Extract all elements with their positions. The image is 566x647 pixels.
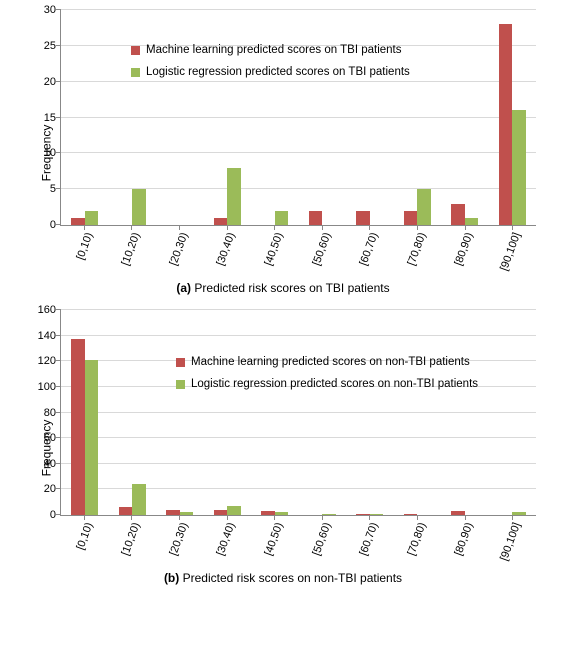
legend-item: Logistic regression predicted scores on …	[131, 62, 410, 84]
x-tick-label: [0,10)	[74, 231, 95, 262]
y-tick-label: 0	[26, 219, 56, 231]
x-tick-label: [70,80)	[405, 231, 428, 267]
bar	[214, 510, 227, 515]
bar	[465, 218, 478, 225]
y-tick-label: 60	[26, 432, 56, 444]
legend-label: Machine learning predicted scores on TBI…	[146, 40, 402, 62]
bar	[85, 211, 98, 225]
x-tick-label: [80,90)	[453, 521, 476, 557]
x-tick-label: [10,20)	[120, 521, 143, 557]
y-tick-label: 5	[26, 183, 56, 195]
x-tick-label: [60,70)	[358, 231, 381, 267]
x-tick-label: [0,10)	[74, 521, 95, 552]
bar	[132, 484, 145, 515]
chart-a-legend: Machine learning predicted scores on TBI…	[131, 40, 410, 84]
x-tick-label: [60,70)	[358, 521, 381, 557]
chart-a: Frequency 051015202530 Machine learning …	[10, 10, 556, 295]
x-tick-label: [40,50)	[262, 231, 285, 267]
legend-item: Logistic regression predicted scores on …	[176, 374, 478, 396]
x-tick-label: [90,100]	[499, 521, 524, 562]
bar	[417, 189, 430, 225]
x-tick-label: [50,60)	[310, 521, 333, 557]
bar	[370, 514, 383, 515]
chart-a-xlabels: [0,10) [10,20) [20,30) [30,40) [40,50) [50,60…	[60, 226, 536, 281]
chart-b-caption-text: Predicted risk scores on non-TBI patient…	[183, 571, 402, 585]
y-tick-label: 40	[26, 458, 56, 470]
bar	[356, 211, 369, 225]
y-tick-label: 20	[26, 76, 56, 88]
x-tick-label: [10,20)	[120, 231, 143, 267]
bar	[227, 506, 240, 515]
y-tick-label: 80	[26, 407, 56, 419]
bar	[322, 514, 335, 515]
bar	[71, 339, 84, 515]
y-tick-label: 10	[26, 147, 56, 159]
bar	[85, 360, 98, 515]
bar	[451, 511, 464, 515]
x-tick-label: [30,40)	[215, 521, 238, 557]
legend-label: Logistic regression predicted scores on …	[146, 62, 410, 84]
x-tick-label: [30,40)	[215, 231, 238, 267]
bar	[180, 512, 193, 515]
bar	[261, 511, 274, 515]
y-tick-label: 120	[26, 355, 56, 367]
bar	[166, 510, 179, 515]
chart-a-yticks: 051015202530	[26, 10, 56, 225]
y-tick-label: 160	[26, 304, 56, 316]
chart-b-caption: (b) Predicted risk scores on non-TBI pat…	[10, 571, 556, 585]
legend-item: Machine learning predicted scores on TBI…	[131, 40, 410, 62]
legend-label: Logistic regression predicted scores on …	[191, 374, 478, 396]
chart-b-yticks: 020406080100120140160	[26, 310, 56, 515]
bar	[275, 211, 288, 225]
bar	[499, 24, 512, 225]
x-tick-label: [40,50)	[262, 521, 285, 557]
y-tick-label: 0	[26, 509, 56, 521]
chart-a-caption-text: Predicted risk scores on TBI patients	[194, 281, 389, 295]
chart-b-xlabels: [0,10) [10,20) [20,30) [30,40) [40,50) [50,60…	[60, 516, 536, 571]
x-tick-label: [50,60)	[310, 231, 333, 267]
bar	[275, 512, 288, 515]
legend-label: Machine learning predicted scores on non…	[191, 352, 470, 374]
bar	[451, 204, 464, 226]
bar	[119, 507, 132, 515]
y-tick-label: 15	[26, 112, 56, 124]
chart-a-caption: (a) Predicted risk scores on TBI patient…	[10, 281, 556, 295]
bar	[404, 514, 417, 515]
x-tick-label: [80,90)	[453, 231, 476, 267]
x-tick-label: [90,100]	[499, 231, 524, 272]
y-tick-label: 140	[26, 330, 56, 342]
bar	[512, 110, 525, 225]
bar	[309, 211, 322, 225]
y-tick-label: 30	[26, 4, 56, 16]
x-tick-label: [20,30)	[167, 521, 190, 557]
bar	[227, 168, 240, 225]
bar	[512, 512, 525, 515]
y-tick-label: 20	[26, 483, 56, 495]
bar	[356, 514, 369, 515]
chart-a-plot: 051015202530 Machine learning predicted …	[60, 10, 536, 226]
x-tick-label: [70,80)	[405, 521, 428, 557]
bar	[71, 218, 84, 225]
legend-swatch	[176, 358, 185, 367]
y-tick-label: 25	[26, 40, 56, 52]
chart-b-plot: 020406080100120140160 Machine learning p…	[60, 310, 536, 516]
bar	[404, 211, 417, 225]
chart-a-caption-prefix: (a)	[176, 281, 191, 295]
chart-b-bars	[61, 310, 536, 515]
legend-swatch	[176, 380, 185, 389]
y-tick-label: 100	[26, 381, 56, 393]
bar	[214, 218, 227, 225]
chart-b-caption-prefix: (b)	[164, 571, 179, 585]
legend-item: Machine learning predicted scores on non…	[176, 352, 478, 374]
x-tick-label: [20,30)	[167, 231, 190, 267]
legend-swatch	[131, 68, 140, 77]
chart-b: Frequency 020406080100120140160 Machine …	[10, 310, 556, 585]
legend-swatch	[131, 46, 140, 55]
bar	[132, 189, 145, 225]
chart-b-legend: Machine learning predicted scores on non…	[176, 352, 478, 396]
